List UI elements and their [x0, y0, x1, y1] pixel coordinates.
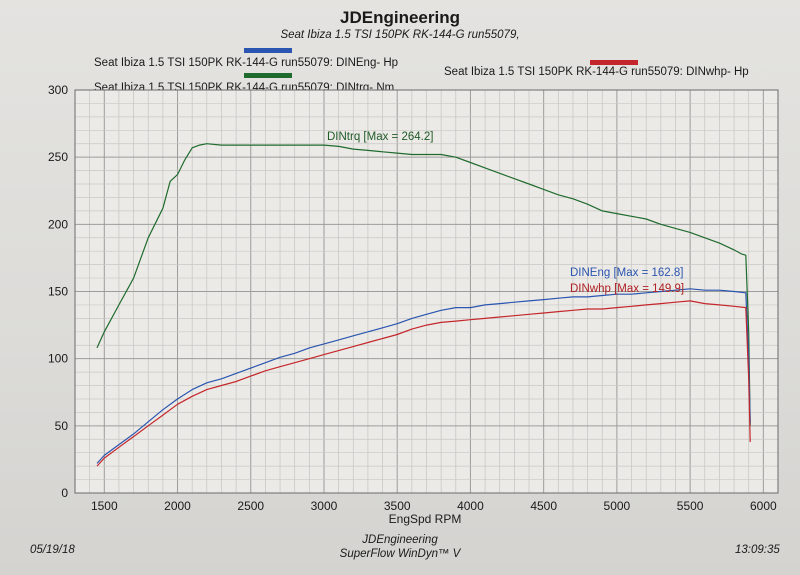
- legend-swatch-eng: [244, 48, 292, 53]
- series-line-dinwhp: [96, 300, 751, 467]
- footer-date: 05/19/18: [30, 544, 75, 556]
- footer-software: SuperFlow WinDyn™ V: [339, 548, 461, 560]
- tick-labels: 1500 2000 2500 3000 3500 4000 4500 5000 5500 6000…: [48, 83, 777, 513]
- x-tick-label: 5500: [677, 499, 704, 513]
- series-line-dineng: [96, 288, 751, 464]
- x-tick-label: 4500: [530, 499, 557, 513]
- y-tick-label: 200: [48, 217, 68, 231]
- legend-item-whp: Seat Ibiza 1.5 TSI 150PK RK-144-G run550…: [444, 66, 749, 78]
- x-tick-label: 4000: [457, 499, 484, 513]
- legend-swatch-whp: [590, 60, 638, 65]
- x-tick-label: 1500: [91, 499, 118, 513]
- x-tick-label: 2000: [164, 499, 191, 513]
- series-line-dintrq: [96, 143, 751, 426]
- x-tick-label: 3500: [384, 499, 411, 513]
- y-tick-label: 250: [48, 150, 68, 164]
- x-axis-title: EngSpd RPM: [389, 512, 462, 526]
- annotation-eng: DINEng [Max = 162.8]: [570, 267, 683, 279]
- y-tick-label: 300: [48, 83, 68, 97]
- y-tick-label: 100: [48, 352, 68, 366]
- y-tick-label: 50: [55, 419, 69, 433]
- series-lines: [96, 143, 751, 467]
- grid: [74, 89, 779, 494]
- plot-border: [74, 89, 779, 494]
- annotation-trq: DINtrq [Max = 264.2]: [327, 131, 433, 143]
- x-tick-label: 2500: [237, 499, 264, 513]
- footer-company: JDEngineering: [362, 534, 438, 546]
- footer-time: 13:09:35: [735, 544, 780, 556]
- chart-subtitle: Seat Ibiza 1.5 TSI 150PK RK-144-G run550…: [280, 29, 520, 41]
- legend-item-eng: Seat Ibiza 1.5 TSI 150PK RK-144-G run550…: [94, 57, 399, 69]
- y-tick-label: 0: [61, 486, 68, 500]
- x-tick-label: 3000: [311, 499, 338, 513]
- legend-swatch-trq: [244, 73, 292, 78]
- chart-title: JDEngineering: [340, 8, 460, 27]
- x-tick-label: 6000: [750, 499, 777, 513]
- x-tick-label: 5000: [604, 499, 631, 513]
- y-tick-label: 150: [48, 285, 68, 299]
- annotation-whp: DINwhp [Max = 149.9]: [570, 283, 684, 295]
